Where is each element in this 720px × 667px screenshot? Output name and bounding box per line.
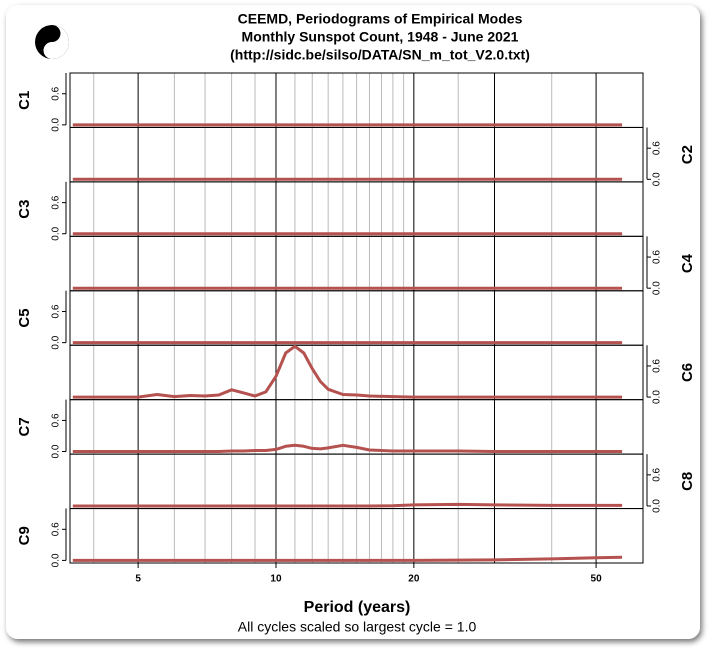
chart-title: CEEMD, Periodograms of Empirical Modes xyxy=(238,11,523,27)
chart-title: Monthly Sunspot Count, 1948 - June 2021 xyxy=(242,29,519,45)
y-tick-label: 0.6 xyxy=(51,413,62,427)
panel-label: C7 xyxy=(16,417,33,436)
y-tick-label: 0.6 xyxy=(51,195,62,209)
panel-label: C4 xyxy=(679,253,696,273)
panel-label: C6 xyxy=(679,363,696,382)
y-tick-label: 0.0 xyxy=(652,390,663,404)
y-tick-label: 0.0 xyxy=(51,335,62,349)
chart-title: (http://sidc.be/silso/DATA/SN_m_tot_V2.0… xyxy=(230,47,530,63)
y-tick-label: 0.6 xyxy=(51,522,62,536)
y-tick-label: 0.0 xyxy=(652,172,663,186)
y-tick-label: 0.0 xyxy=(51,226,62,240)
logo xyxy=(35,25,69,59)
y-tick-label: 0.0 xyxy=(51,553,62,567)
panel-label: C2 xyxy=(679,145,696,164)
y-tick-label: 0.6 xyxy=(652,141,663,155)
x-tick-label: 10 xyxy=(270,574,282,585)
series-line xyxy=(72,443,623,453)
x-axis-label: Period (years) xyxy=(304,599,411,616)
x-tick-label: 5 xyxy=(135,574,141,585)
y-tick-label: 0.0 xyxy=(652,499,663,513)
series-line xyxy=(72,555,623,562)
y-tick-label: 0.0 xyxy=(652,281,663,295)
y-tick-label: 0.6 xyxy=(652,359,663,373)
y-tick-label: 0.6 xyxy=(652,250,663,264)
y-tick-label: 0.6 xyxy=(51,304,62,318)
panel-frame xyxy=(69,508,644,564)
series-line xyxy=(72,502,623,508)
y-tick-label: 0.6 xyxy=(51,86,62,100)
y-tick-label: 0.0 xyxy=(51,444,62,458)
panel-label: C5 xyxy=(16,308,33,327)
panel-label: C9 xyxy=(16,526,33,545)
x-tick-label: 20 xyxy=(408,574,420,585)
panel-label: C8 xyxy=(679,472,696,491)
panel-label: C3 xyxy=(16,200,33,219)
y-tick-label: 0.6 xyxy=(652,467,663,481)
x-tick-label: 50 xyxy=(591,574,603,585)
panel-label: C1 xyxy=(16,91,33,110)
series-line xyxy=(72,344,623,399)
y-tick-label: 0.0 xyxy=(51,117,62,131)
note: All cycles scaled so largest cycle = 1.0 xyxy=(238,619,477,635)
frame xyxy=(6,5,700,639)
